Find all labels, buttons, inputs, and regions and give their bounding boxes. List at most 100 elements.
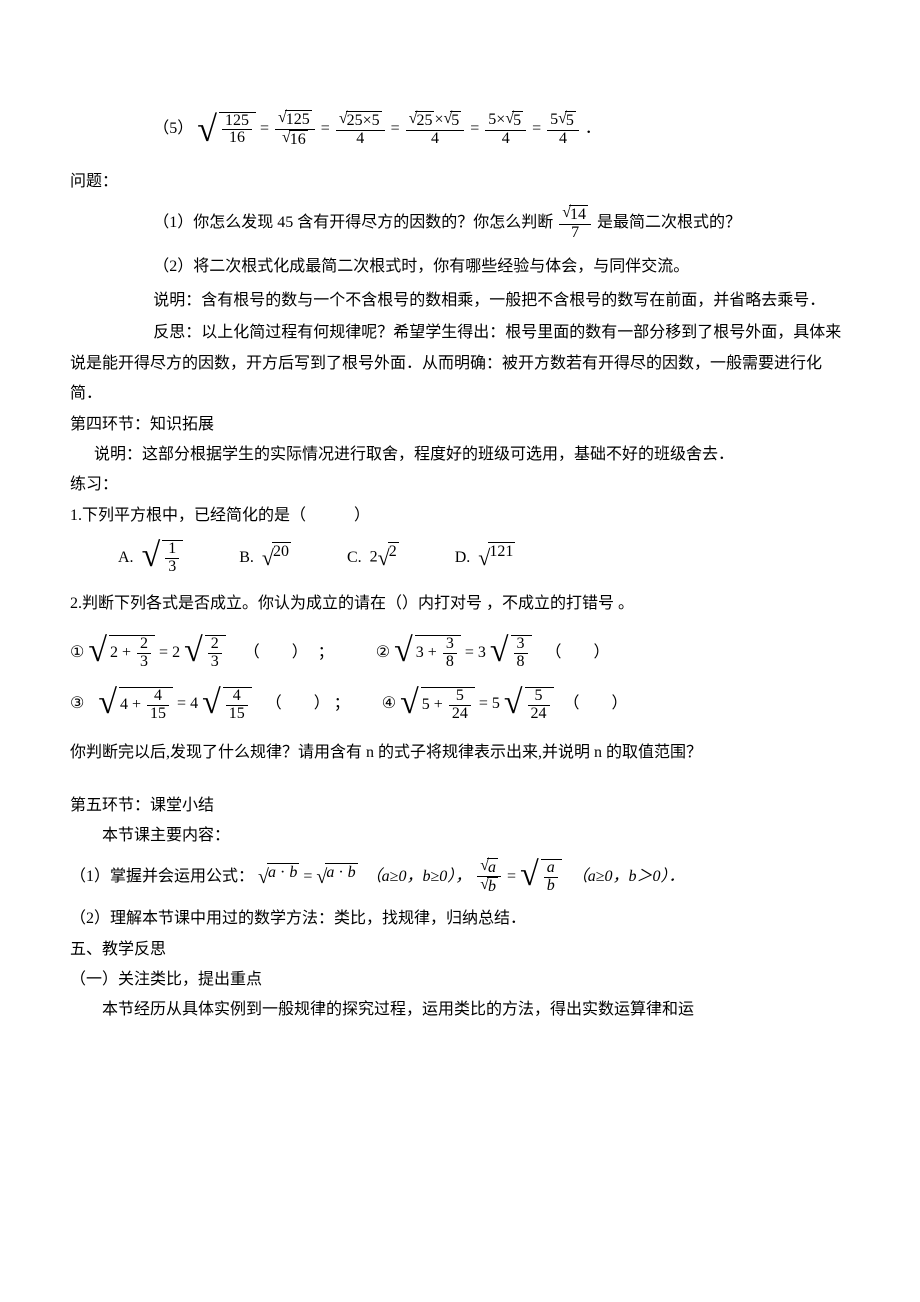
lhs: √ 5 + 524 (400, 687, 475, 723)
var-b: b (544, 877, 558, 895)
num: 2 (137, 636, 151, 653)
sqrt-1-3: √ 13 (142, 540, 184, 576)
radicand: 20 (272, 542, 291, 561)
equals: = (260, 114, 269, 144)
equals: = (479, 689, 488, 719)
option-a: A. √ 13 (118, 540, 183, 576)
num: 4 (226, 688, 248, 705)
shuoming-1: 说明：含有根号的数与一个不含根号的数相乘，一般把不含根号的数写在前面，并省略去乘… (70, 286, 850, 316)
option-label: C. (347, 543, 362, 573)
den: 15 (226, 705, 248, 723)
radicand: 125 (285, 110, 312, 129)
den: 24 (528, 705, 550, 723)
radicand: 5 (512, 111, 523, 130)
period: ． (585, 114, 601, 144)
lhs: √ 2 + 23 (88, 635, 155, 671)
summary-2: （2）理解本节课中用过的数学方法：类比，找规律，归纳总结． (70, 904, 850, 934)
var-a: a (268, 864, 276, 881)
equals: = (391, 114, 400, 144)
option-label: D. (455, 543, 471, 573)
document-page: （5） √ 12516 = √125 √16 = √25×5 4 = √25×√… (0, 0, 920, 1086)
judge-row-1: ① √ 2 + 23 = 2 √ 23 （ ） ； ② √ 3 + 38 = 3… (70, 635, 850, 671)
num: 4 (147, 688, 169, 705)
sqrt-a-dot-b: √a · b (258, 858, 299, 896)
num: 1 (165, 541, 179, 558)
equals: = (159, 638, 168, 668)
den: 7 (559, 224, 591, 242)
practice-q2-stem: 2.判断下列各式是否成立。你认为成立的请在（）内打对号 ，不成立的打错号 。 (70, 589, 850, 619)
circled-4: ④ (382, 689, 396, 719)
coef: 3 (478, 638, 486, 668)
practice-q2-after: 你判断完以后,发现了什么规律？请用含有 n 的式子将规律表示出来,并说明 n 的… (70, 738, 850, 768)
q1-text-a: （1）你怎么发现 45 含有开得尽方的因数的？你怎么判断 (153, 208, 553, 238)
num: 125 (222, 113, 252, 130)
sqrt-frac-125-16: √ 12516 (197, 112, 256, 148)
num: 5 (449, 688, 471, 705)
section-5-sub: 本节课主要内容： (70, 821, 850, 851)
lianxi-label: 练习： (70, 470, 850, 500)
paren: （ ） (266, 689, 330, 719)
sqrt-a-over-b: √ ab (520, 859, 562, 895)
den: 24 (449, 705, 471, 723)
coef: 4 (190, 689, 198, 719)
wenti-label: 问题： (70, 167, 850, 197)
radicand: 2 (388, 542, 399, 561)
equals: = (465, 638, 474, 668)
sqrt-121: √121 (478, 537, 515, 579)
rhs: √ 23 (184, 635, 226, 671)
radicand: 25 (415, 111, 434, 130)
var-a: a (326, 864, 334, 881)
circled-2: ② (376, 638, 390, 668)
den: 4 (485, 130, 526, 148)
radicand: 5 (565, 111, 576, 130)
rhs: √ 38 (490, 635, 532, 671)
option-label: B. (239, 543, 254, 573)
int: 4 (120, 696, 128, 713)
cond1: （a≥0，b≥0）， (366, 862, 472, 892)
frac-sqrt-a-b: √a √b (477, 858, 501, 897)
equation-5: （5） √ 12516 = √125 √16 = √25×5 4 = √25×√… (70, 110, 850, 149)
paren: （ ） (564, 689, 628, 719)
rhs: √ 524 (504, 687, 554, 723)
radicand: 16 (289, 130, 308, 149)
radicand: 14 (569, 205, 588, 224)
num: 5 (528, 688, 550, 705)
sqrt-ab: √a · b (316, 858, 357, 896)
coef: 2 (172, 638, 180, 668)
frac: √25×5 4 (336, 111, 385, 148)
question-2: （2）将二次根式化成最简二次根式时，你有哪些经验与体会，与同伴交流。 (70, 252, 850, 282)
semicolon: ； (334, 689, 350, 719)
den: 3 (165, 558, 179, 576)
radicand: 121 (488, 542, 515, 561)
circled-3: ③ (70, 689, 84, 719)
frac: √25×√5 4 (406, 111, 465, 148)
option-d: D. √121 (455, 537, 516, 579)
den: 8 (514, 653, 528, 671)
equals: = (532, 114, 541, 144)
coef: 5 (550, 111, 558, 128)
semicolon: ； (318, 638, 334, 668)
num: 3 (443, 636, 457, 653)
equals: = (177, 689, 186, 719)
frac: √125 √16 (275, 110, 315, 149)
den: 4 (336, 130, 385, 148)
den: 3 (137, 653, 151, 671)
option-b: B. √20 (239, 537, 291, 579)
int: 3 (416, 644, 424, 661)
rhs: √ 415 (202, 687, 252, 723)
equals: = (507, 862, 516, 892)
summary-1-text: （1）掌握并会运用公式： (70, 862, 254, 892)
section-wu-para: 本节经历从具体实例到一般规律的探究过程，运用类比的方法，得出实数运算律和运 (70, 995, 850, 1025)
circled-1: ① (70, 638, 84, 668)
paren: （ ） (244, 638, 308, 668)
eq5-label: （5） (153, 114, 193, 144)
option-c-value: 2√2 (370, 537, 399, 579)
coef: 2 (370, 549, 378, 566)
frac: 5×√5 4 (485, 111, 526, 148)
lhs: √ 3 + 38 (394, 635, 461, 671)
option-c: C. 2√2 (347, 537, 399, 579)
judge-row-2: ③ √ 4 + 415 = 4 √ 415 （ ） ； ④ √ 5 + 524 … (70, 687, 850, 723)
var-b: b (348, 864, 356, 881)
fansi-1: 反思：以上化简过程有何规律呢？希望学生得出：根号里面的数有一部分移到了根号外面，… (70, 318, 850, 409)
summary-1: （1）掌握并会运用公式： √a · b = √a · b （a≥0，b≥0）， … (70, 858, 850, 897)
